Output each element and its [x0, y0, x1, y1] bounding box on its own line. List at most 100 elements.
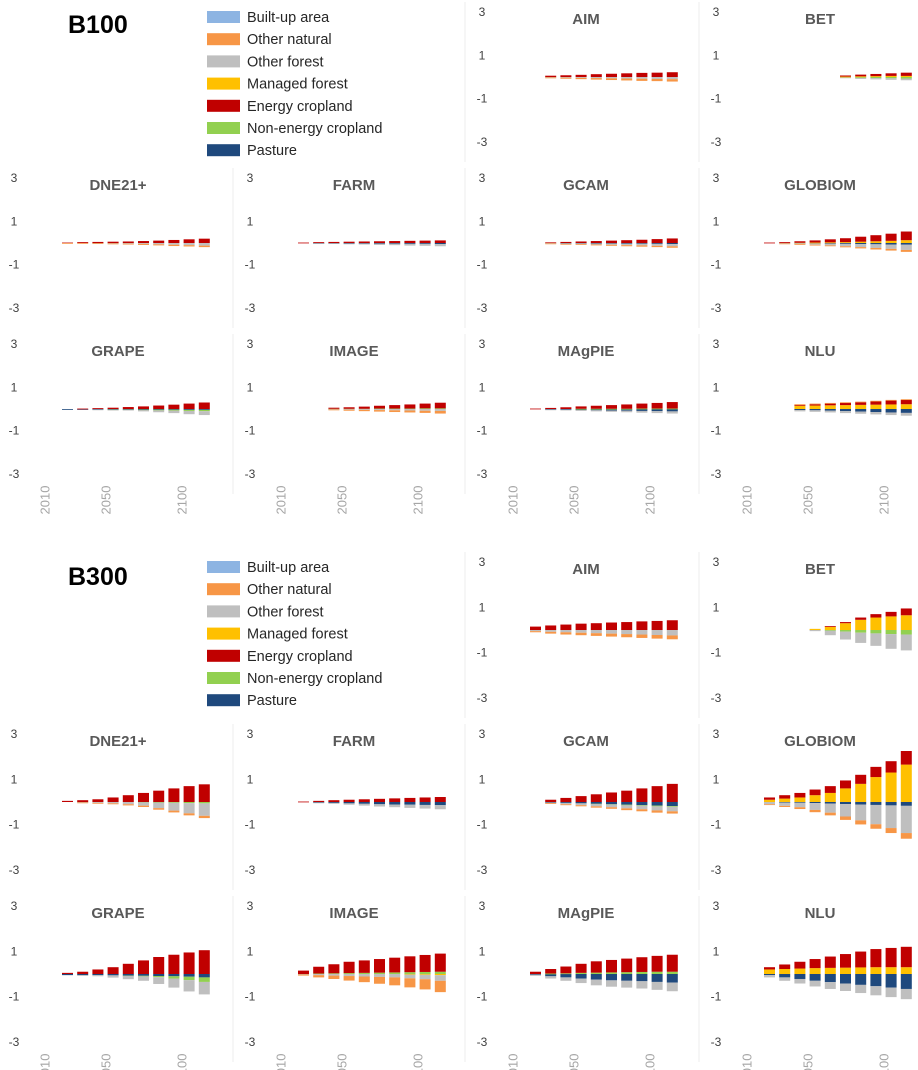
bar-other-forest-2030 [794, 978, 806, 984]
bar-other-forest-2020 [313, 974, 325, 976]
bar-non-energy-cropland-2090 [183, 409, 195, 411]
bar-non-energy-cropland-2050 [590, 408, 602, 410]
bar-energy-cropland-2100 [666, 620, 678, 630]
bar-other-forest-2050 [122, 243, 134, 244]
bar-energy-cropland-2040 [809, 240, 821, 243]
b100-panel-magpie: 3 1 -1 -3 MAgPIE 2010 2050 2100 [464, 334, 678, 514]
y-tick-label: 1 [713, 380, 720, 394]
bar-other-forest-2080 [870, 804, 882, 825]
bar-other-forest-2090 [885, 805, 897, 829]
bar-energy-cropland-2050 [590, 794, 602, 802]
bar-other-natural-2090 [885, 399, 897, 401]
bar-other-forest-2080 [636, 630, 648, 635]
bar-other-natural-2060 [374, 410, 385, 412]
x-tick-label: 2010 [740, 1054, 755, 1070]
b100-panel-image: 3 1 -1 -3 IMAGE 2010 2050 2100 [232, 334, 446, 514]
bar-other-natural-2020 [779, 805, 791, 807]
bar-energy-cropland-2040 [343, 407, 355, 409]
bar-pasture-2080 [870, 243, 882, 245]
bar-other-natural-2070 [621, 78, 633, 81]
bar-non-energy-cropland-2020 [545, 973, 557, 975]
bar-other-forest-2070 [855, 632, 867, 643]
bar-energy-cropland-2050 [824, 956, 836, 968]
bar-managed-forest-2060 [840, 76, 851, 78]
b300-panel-magpie: 3 1 -1 -3 MAgPIE 2010 2050 2100 [464, 896, 678, 1070]
bar-energy-cropland-2020 [77, 800, 89, 802]
bar-other-natural-2080 [636, 245, 648, 247]
bar-other-forest-2050 [590, 243, 602, 245]
legend-swatch-managed-forest [207, 627, 240, 640]
bar-other-forest-2030 [92, 802, 104, 803]
bar-energy-cropland-2060 [374, 959, 385, 973]
bar-other-natural-2080 [636, 78, 648, 81]
b300-scenario-title: B300 [68, 563, 128, 591]
bar-energy-cropland-2060 [840, 954, 851, 968]
bar-pasture-2100 [434, 802, 446, 806]
bar-managed-forest-2080 [870, 76, 882, 77]
bar-other-natural-2060 [840, 246, 851, 248]
bar-energy-cropland-2080 [636, 621, 648, 630]
bar-energy-cropland-2100 [900, 231, 912, 241]
y-tick-label: -3 [711, 863, 722, 877]
bar-energy-cropland-2070 [389, 957, 401, 973]
bar-other-forest-2090 [419, 409, 431, 411]
bar-pasture-2040 [343, 243, 355, 244]
bar-pasture-2070 [621, 802, 633, 805]
bar-non-energy-cropland-2070 [855, 630, 867, 633]
bar-other-natural-2050 [824, 402, 836, 404]
panel-title-grape: GRAPE [91, 905, 144, 922]
y-tick-label: 1 [713, 214, 720, 228]
bar-managed-forest-2070 [855, 619, 867, 630]
bar-other-forest-2100 [900, 78, 912, 81]
bar-pasture-2070 [621, 409, 633, 411]
bar-other-forest-2050 [590, 804, 602, 807]
bar-energy-cropland-2070 [389, 798, 401, 802]
bar-energy-cropland-2090 [419, 403, 431, 409]
panel-title-aim: AIM [572, 561, 600, 578]
bar-non-energy-cropland-2060 [606, 972, 617, 974]
bar-energy-cropland-2050 [590, 961, 602, 973]
b100-panel-dne21: 3 1 -1 -3 DNE21+ [9, 171, 210, 315]
bar-other-natural-2080 [636, 809, 648, 812]
bar-other-forest-2030 [794, 802, 806, 808]
bar-other-forest-2090 [183, 410, 195, 415]
bar-managed-forest-2050 [824, 967, 836, 974]
bar-other-natural-2070 [389, 977, 401, 986]
bar-other-natural-2050 [590, 806, 602, 808]
bar-other-forest-2020 [779, 977, 791, 981]
bar-other-forest-2040 [343, 409, 355, 410]
y-tick-label: -3 [477, 863, 488, 877]
bar-energy-cropland-2080 [870, 614, 882, 618]
bar-other-forest-2050 [590, 630, 602, 634]
bar-other-natural-2050 [590, 244, 602, 246]
bar-other-forest-2030 [328, 974, 340, 976]
b300-panel-dne21: 3 1 -1 -3 DNE21+ [9, 727, 210, 877]
y-tick-label: -3 [711, 135, 722, 149]
bar-energy-cropland-2020 [779, 795, 791, 799]
bar-other-forest-2060 [606, 243, 617, 245]
bar-other-forest-2020 [545, 976, 557, 979]
bar-pasture-2020 [77, 974, 89, 976]
bar-other-forest-2100 [666, 244, 678, 247]
bar-other-forest-2090 [885, 412, 897, 416]
bar-pasture-2040 [107, 409, 119, 410]
bar-energy-cropland-2050 [824, 239, 836, 243]
bar-other-forest-2100 [434, 244, 446, 247]
bar-managed-forest-2090 [885, 240, 897, 243]
bar-other-forest-2070 [389, 409, 401, 411]
bar-other-natural-2060 [138, 805, 149, 807]
bar-other-forest-2060 [374, 804, 385, 807]
bar-managed-forest-2060 [840, 967, 851, 974]
bar-non-energy-cropland-2080 [404, 408, 416, 410]
bar-other-natural-2060 [606, 633, 617, 637]
y-tick-label: -3 [477, 691, 488, 705]
bar-other-forest-2030 [328, 802, 340, 804]
bar-energy-cropland-2040 [575, 796, 587, 802]
x-tick-label: 2050 [800, 1054, 815, 1070]
y-tick-label: 3 [479, 5, 486, 19]
bar-other-forest-2050 [824, 243, 836, 246]
bar-other-natural-2100 [666, 635, 678, 640]
bar-pasture-2070 [855, 974, 867, 985]
bar-managed-forest-2090 [885, 772, 897, 802]
